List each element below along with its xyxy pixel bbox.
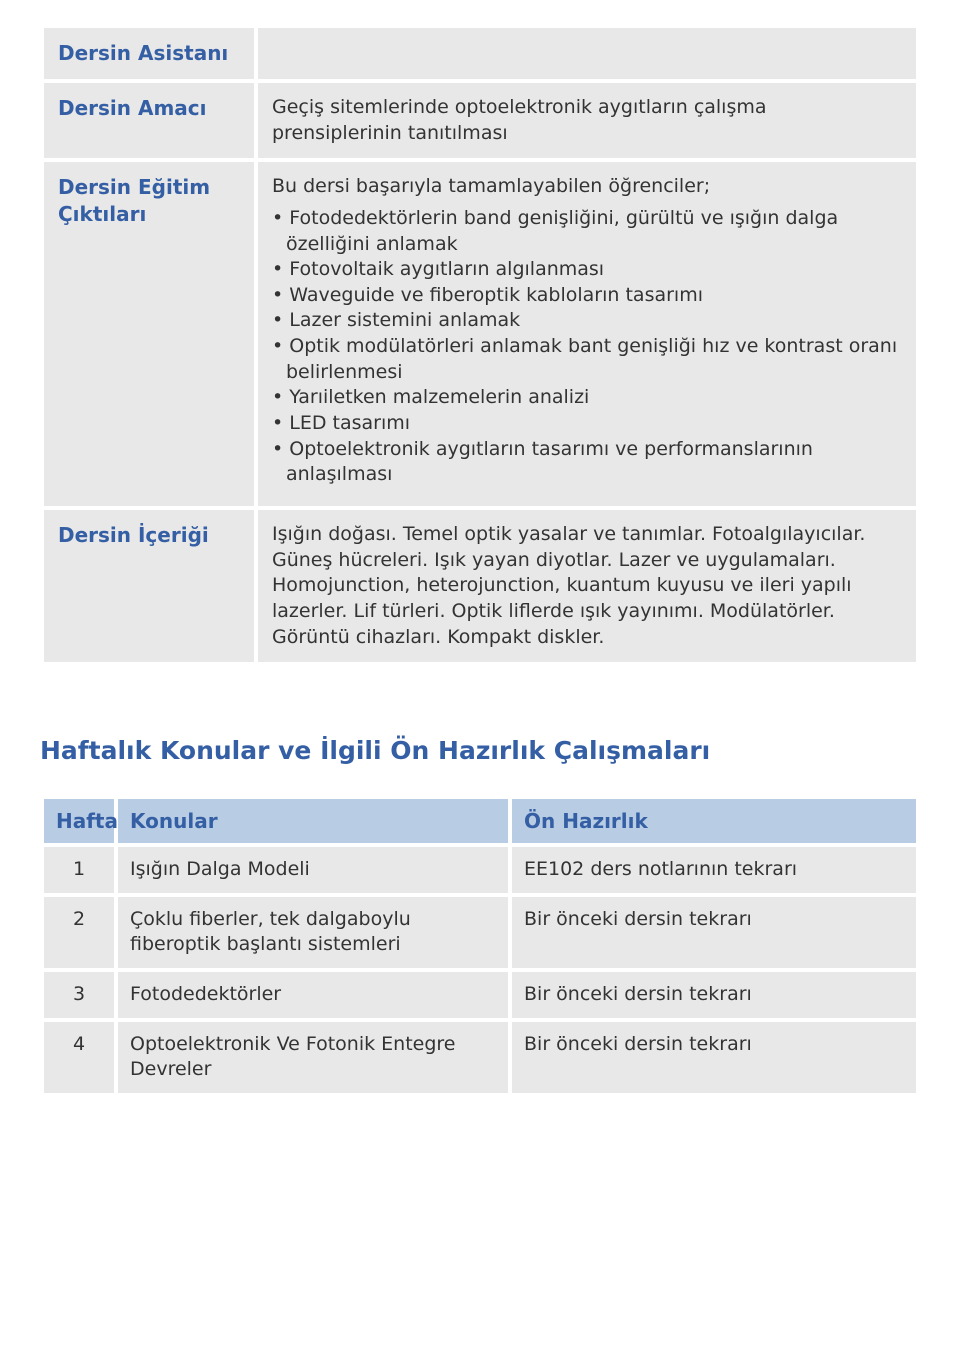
col-header-prep: Ön Hazırlık (512, 799, 916, 843)
table-row: Dersin Amacı Geçiş sitemlerinde optoelek… (44, 83, 916, 158)
list-item: Lazer sistemini anlamak (272, 308, 902, 334)
week-topic: Optoelektronik Ve Fotonik Entegre Devrel… (118, 1022, 508, 1093)
list-item: Fotodedektörlerin band genişliğini, gürü… (272, 206, 902, 257)
section-heading-weekly: Haftalık Konular ve İlgili Ön Hazırlık Ç… (40, 736, 920, 765)
weekly-topics-table: Hafta Konular Ön Hazırlık 1 Işığın Dalga… (40, 795, 920, 1097)
col-header-topic: Konular (118, 799, 508, 843)
list-item: Optik modülatörleri anlamak bant genişli… (272, 334, 902, 385)
info-value-content: Işığın doğası. Temel optik yasalar ve ta… (258, 510, 916, 662)
info-label-content: Dersin İçeriği (44, 510, 254, 662)
week-prep: Bir önceki dersin tekrarı (512, 972, 916, 1018)
outcomes-intro: Bu dersi başarıyla tamamlayabilen öğrenc… (272, 174, 902, 200)
week-number: 1 (44, 847, 114, 893)
list-item: Optoelektronik aygıtların tasarımı ve pe… (272, 437, 902, 488)
course-info-table: Dersin Asistanı Dersin Amacı Geçiş sitem… (40, 24, 920, 666)
week-number: 2 (44, 897, 114, 968)
week-number: 4 (44, 1022, 114, 1093)
week-topic: Çoklu fiberler, tek dalgaboylu fiberopti… (118, 897, 508, 968)
col-header-week: Hafta (44, 799, 114, 843)
week-topic: Işığın Dalga Modeli (118, 847, 508, 893)
info-value-purpose: Geçiş sitemlerinde optoelektronik aygıtl… (258, 83, 916, 158)
list-item: Fotovoltaik aygıtların algılanması (272, 257, 902, 283)
info-value-assistant (258, 28, 916, 79)
table-row: 3 Fotodedektörler Bir önceki dersin tekr… (44, 972, 916, 1018)
week-prep: EE102 ders notlarının tekrarı (512, 847, 916, 893)
outcomes-list: Fotodedektörlerin band genişliğini, gürü… (272, 206, 902, 488)
list-item: Waveguide ve fiberoptik kabloların tasar… (272, 283, 902, 309)
table-row: 1 Işığın Dalga Modeli EE102 ders notları… (44, 847, 916, 893)
info-value-outcomes: Bu dersi başarıyla tamamlayabilen öğrenc… (258, 162, 916, 506)
table-row: 2 Çoklu fiberler, tek dalgaboylu fiberop… (44, 897, 916, 968)
week-number: 3 (44, 972, 114, 1018)
week-prep: Bir önceki dersin tekrarı (512, 1022, 916, 1093)
week-prep: Bir önceki dersin tekrarı (512, 897, 916, 968)
info-label-outcomes: Dersin Eğitim Çıktıları (44, 162, 254, 506)
table-row: Dersin Eğitim Çıktıları Bu dersi başarıy… (44, 162, 916, 506)
table-row: Dersin Asistanı (44, 28, 916, 79)
info-label-assistant: Dersin Asistanı (44, 28, 254, 79)
table-row: 4 Optoelektronik Ve Fotonik Entegre Devr… (44, 1022, 916, 1093)
info-label-purpose: Dersin Amacı (44, 83, 254, 158)
table-row: Dersin İçeriği Işığın doğası. Temel opti… (44, 510, 916, 662)
list-item: LED tasarımı (272, 411, 902, 437)
table-header-row: Hafta Konular Ön Hazırlık (44, 799, 916, 843)
list-item: Yarıiletken malzemelerin analizi (272, 385, 902, 411)
week-topic: Fotodedektörler (118, 972, 508, 1018)
